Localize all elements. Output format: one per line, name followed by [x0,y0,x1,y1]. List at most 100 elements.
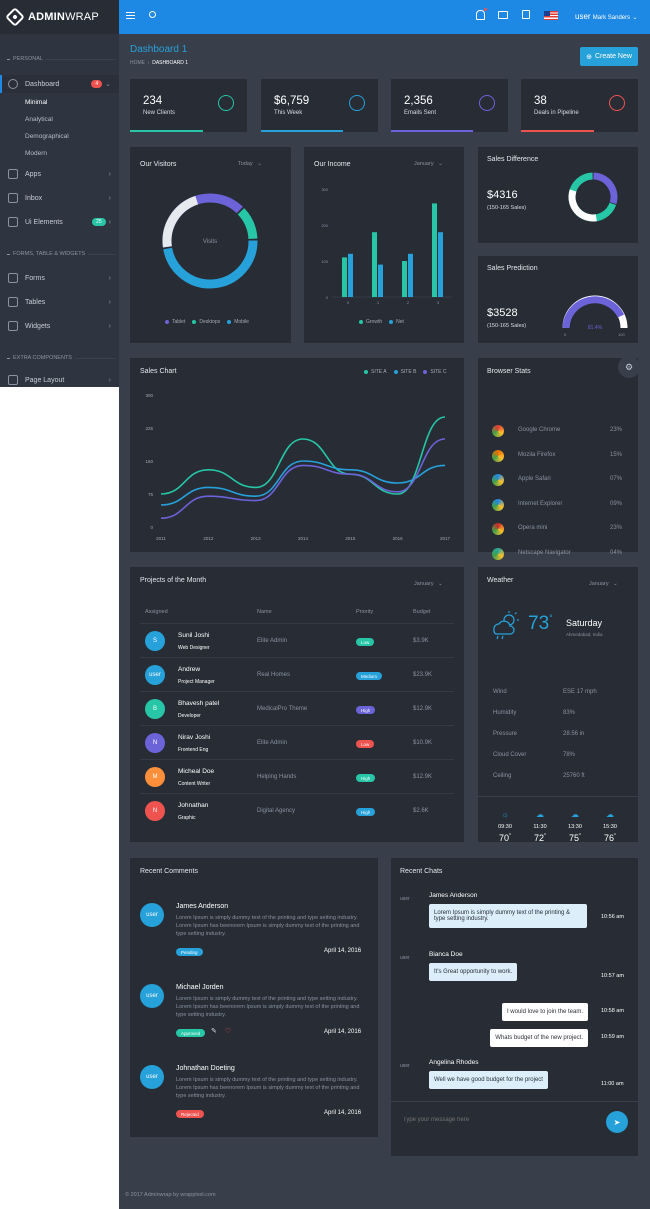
heart-icon[interactable]: ♡ [225,1028,232,1035]
us-flag-icon[interactable] [544,11,558,20]
table-row[interactable]: B Bhavesh patel Developer MedicalPro Theme H… [140,691,454,725]
brand-light: WRAP [65,11,99,23]
forecast-temp: 75° [563,833,587,843]
bell-icon[interactable] [476,8,487,20]
edit-icon[interactable]: ✎ [211,1028,217,1035]
sidebar-sub-analytical[interactable]: Analytical [25,116,53,123]
sidebar-sub-modern[interactable]: Modern [25,150,48,157]
legend-dot [393,370,398,374]
assignee-role: Content Writer [178,781,211,787]
user-menu[interactable]: user Mark Sanders ⌄ [575,12,637,21]
browser-percent: 15% [610,451,623,458]
stat-card: 234 New Clients [130,79,247,132]
line-site-b [160,460,446,506]
table-row[interactable]: M Micheal Doe Content Writer Helping Hands H… [140,759,454,793]
email-icon [479,95,495,111]
visitors-legend: Tablet Desktops Mobile [165,319,249,325]
donut-slice-highlight [568,189,597,222]
weather-day: Saturday [566,618,603,628]
sidebar-item-forms[interactable]: Forms › [0,269,119,287]
create-new-button[interactable]: ⊕ Create New [580,47,638,66]
comment-date: April 14, 2016 [324,948,362,954]
table-row[interactable]: user Andrew Project Manager Real Homes Mediu… [140,657,454,691]
sidebar-item-page-layout[interactable]: Page Layout › [0,373,119,387]
sidebar-item-apps[interactable]: Apps › [0,165,119,183]
forecast-time: 15:30 [603,824,617,830]
sidebar-sub-demographical[interactable]: Demographical [25,133,69,140]
breadcrumb-home[interactable]: HOME [130,60,145,66]
card-title: Weather [487,577,514,584]
filter-select[interactable]: January ⌄ [414,581,443,587]
search-icon[interactable] [149,11,156,18]
sales-difference-sub: (150-165 Sales) [487,205,527,211]
sidebar-item-tables[interactable]: Tables › [0,293,119,311]
card-title: Sales Prediction [487,265,538,272]
send-button[interactable]: ➤ [606,1111,628,1133]
commenter-name: James Anderson [176,903,229,910]
browser-percent: 23% [610,525,623,531]
table-row[interactable]: N Nirav Joshi Frontend Eng Elite Admin Low $1… [140,725,454,759]
table-row[interactable]: N Johnathan Graphic Digital Agency High $2.6K [140,793,454,827]
filter-select[interactable]: January ⌄ [589,581,618,587]
legend-dot [192,320,197,324]
sales-difference-value: $4316 [487,189,518,201]
user-name: Mark Sanders [592,15,631,21]
column-header-assigned: Assigned [145,609,168,615]
chevron-down-icon: ⌄ [438,581,443,587]
legend-label: Desktops [199,319,221,325]
chat-message-input[interactable] [403,1112,598,1128]
y-tick-label: 150 [145,459,153,464]
stat-value: $6,759 [274,95,310,107]
filter-select[interactable]: January ⌄ [414,161,443,167]
sidebar-item-label: Apps [25,170,41,178]
browser-name: Internet Explorer [518,500,563,507]
settings-gear-icon[interactable]: ⚙ [618,356,640,378]
cloud-rain-icon: ☁ [606,810,614,819]
mail-icon[interactable] [498,11,508,19]
menu-icon[interactable] [126,12,135,19]
forecast-temp: 76° [598,833,622,843]
visitors-card: Our Visitors Today ⌄ Visits Tablet Deskt… [130,147,291,343]
sidebar-item-widgets[interactable]: Widgets › [0,317,119,335]
chevron-down-icon: ⌄ [257,161,262,167]
sidebar-sub-minimal[interactable]: Minimal [25,99,48,106]
inbox-icon [8,193,18,203]
sidebar-item-dashboard[interactable]: Dashboard 4 ⌄ [0,75,119,93]
x-tick-label: 1 [377,300,380,305]
x-tick-label: 2017 [440,536,451,541]
browser-name: Google Chrome [518,427,561,433]
avatar: S [145,631,165,651]
donut-slice-highlight [162,195,199,248]
bar-net [408,253,413,297]
stat-value: 234 [143,95,163,107]
assignee-name: Nirav Joshi [178,734,211,741]
create-new-label: Create New [594,53,632,60]
sidebar-item-ui-elements[interactable]: Ui Elements 25 › [0,213,119,231]
y-tick-label: 75 [148,492,154,497]
x-tick-label: 2 [407,300,410,305]
x-tick-label: 2012 [203,536,214,541]
table-row[interactable]: S Sunil Joshi Web Designer Elite Admin Low $3… [140,623,454,657]
forecast-temp-value: 76 [603,833,614,843]
clipboard-icon[interactable] [522,10,530,19]
avatar: user [140,984,164,1008]
donut-slice [593,172,618,205]
y-tick-label: 300 [321,187,328,192]
weather-detail-value: 25760 ft [563,773,585,779]
brand-logo[interactable]: ADMINWRAP [0,0,119,34]
sales-prediction-sub: (150-165 Sales) [487,323,527,329]
filter-value: January [589,581,609,587]
chat-sender-name: Bianca Doe [429,951,463,958]
user-icon [218,95,234,111]
chat-message-incoming: It's Great opportunity to work. [429,963,518,981]
x-tick-label: 2015 [345,536,356,541]
income-bar-chart: 0 100 200 300 0 1 2 3 [321,187,452,305]
avatar: N [145,733,165,753]
dollar-icon [349,95,365,111]
sidebar-item-inbox[interactable]: Inbox › [0,189,119,207]
filter-select[interactable]: Today ⌄ [238,161,262,167]
browser-logo-icon [492,547,504,560]
column-header-name: Name [257,609,272,615]
avatar: user [145,665,165,685]
stat-value: 2,356 [404,95,433,107]
